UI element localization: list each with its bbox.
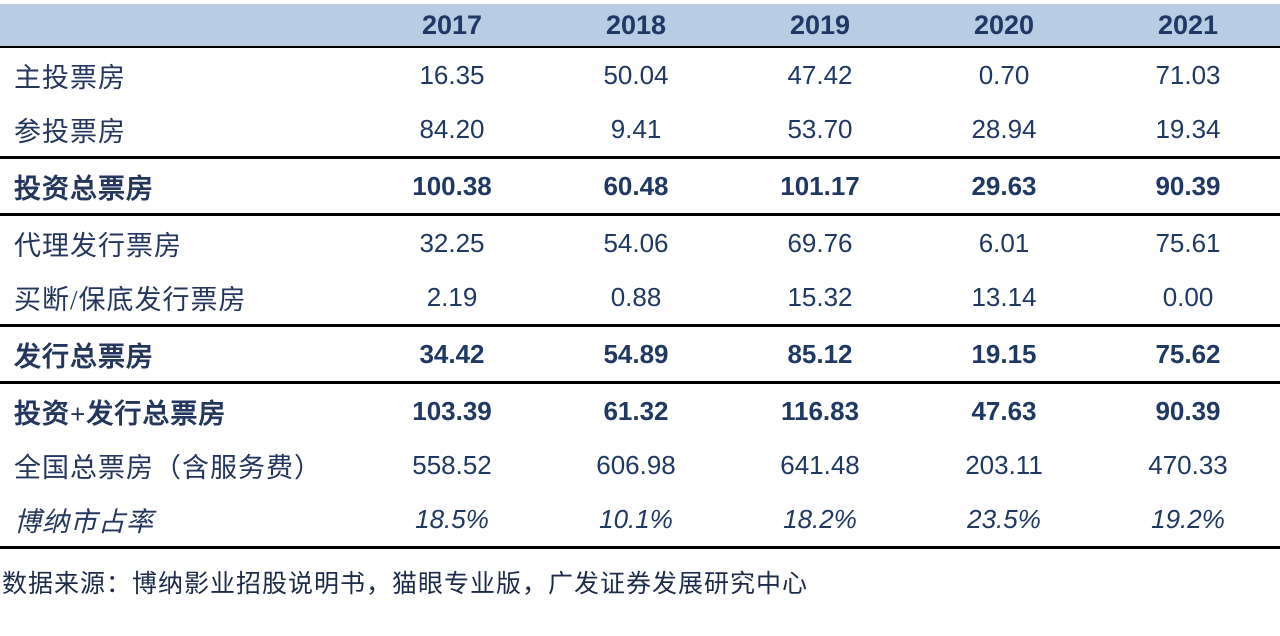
cell: 90.39 (1155, 395, 1221, 426)
cell: 641.48 (780, 449, 860, 480)
table-header: 2017 2018 2019 2020 2021 (0, 4, 1280, 48)
cell: 19.2% (1096, 492, 1280, 549)
row-label: 代理发行票房 (14, 230, 182, 261)
row-label: 投资总票房 (0, 157, 360, 216)
header-label-cell (0, 4, 360, 48)
header-row: 2017 2018 2019 2020 2021 (0, 4, 1280, 48)
cell: 85.12 (728, 325, 912, 384)
cell: 16.35 (419, 59, 485, 90)
box-office-table: 2017 2018 2019 2020 2021 主投票房 16.35 50.0… (0, 4, 1280, 549)
table-row-national-total: 全国总票房（含服务费） 558.52 606.98 641.48 203.11 … (0, 438, 1280, 492)
row-label: 投资+发行总票房 (14, 398, 227, 429)
table-row-main-invest: 主投票房 16.35 50.04 47.42 0.70 71.03 (0, 47, 1280, 102)
cell: 47.42 (787, 59, 853, 90)
cell: 60.48 (544, 157, 728, 216)
cell: 75.62 (1096, 325, 1280, 384)
table-row-co-invest: 参投票房 84.20 9.41 53.70 28.94 19.34 (0, 102, 1280, 159)
cell: 90.39 (1096, 157, 1280, 216)
row-label: 博纳市占率 (0, 492, 360, 549)
cell: 75.61 (1155, 227, 1221, 258)
cell: 606.98 (596, 449, 676, 480)
row-label: 主投票房 (14, 62, 126, 93)
header-year-2020: 2020 (912, 4, 1096, 48)
cell: 6.01 (978, 227, 1030, 258)
cell: 470.33 (1148, 449, 1228, 480)
cell: 10.1% (544, 492, 728, 549)
table-row-agency-dist: 代理发行票房 32.25 54.06 69.76 6.01 75.61 (0, 215, 1280, 271)
table-row-invest-plus-dist-total: 投资+发行总票房 103.39 61.32 116.83 47.63 90.39 (0, 383, 1280, 439)
cell: 50.04 (603, 59, 669, 90)
cell: 116.83 (780, 395, 860, 426)
cell: 47.63 (971, 395, 1037, 426)
cell: 19.15 (912, 325, 1096, 384)
cell: 54.89 (544, 325, 728, 384)
cell: 103.39 (412, 395, 492, 426)
cell: 23.5% (912, 492, 1096, 549)
header-year-2017: 2017 (360, 4, 544, 48)
row-label: 买断/保底发行票房 (0, 270, 360, 327)
table-row-bona-market-share: 博纳市占率 18.5% 10.1% 18.2% 23.5% 19.2% (0, 492, 1280, 549)
cell: 53.70 (728, 102, 912, 159)
cell: 29.63 (912, 157, 1096, 216)
cell: 19.34 (1096, 102, 1280, 159)
header-year-2018: 2018 (544, 4, 728, 48)
cell: 9.41 (544, 102, 728, 159)
cell: 0.88 (544, 270, 728, 327)
cell: 203.11 (965, 449, 1043, 480)
cell: 84.20 (360, 102, 544, 159)
cell: 13.14 (912, 270, 1096, 327)
cell: 100.38 (360, 157, 544, 216)
table-body: 主投票房 16.35 50.04 47.42 0.70 71.03 参投票房 8… (0, 47, 1280, 549)
row-label: 全国总票房（含服务费） (14, 452, 322, 483)
cell: 32.25 (419, 227, 485, 258)
table-row-buyout-dist: 买断/保底发行票房 2.19 0.88 15.32 13.14 0.00 (0, 270, 1280, 327)
table-row-dist-total: 发行总票房 34.42 54.89 85.12 19.15 75.62 (0, 325, 1280, 384)
cell: 0.00 (1096, 270, 1280, 327)
data-source-note: 数据来源：博纳影业招股说明书，猫眼专业版，广发证券发展研究中心 (2, 571, 809, 598)
cell: 18.2% (728, 492, 912, 549)
header-year-2019: 2019 (728, 4, 912, 48)
cell: 18.5% (360, 492, 544, 549)
cell: 101.17 (728, 157, 912, 216)
header-year-2021: 2021 (1096, 4, 1280, 48)
cell: 34.42 (360, 325, 544, 384)
cell: 54.06 (603, 227, 669, 258)
cell: 15.32 (728, 270, 912, 327)
cell: 61.32 (603, 395, 669, 426)
cell: 71.03 (1155, 59, 1221, 90)
cell: 558.52 (412, 449, 492, 480)
row-label: 参投票房 (0, 102, 360, 159)
cell: 28.94 (912, 102, 1096, 159)
cell: 2.19 (360, 270, 544, 327)
cell: 69.76 (787, 227, 853, 258)
cell: 0.70 (978, 59, 1030, 90)
table-row-invest-total: 投资总票房 100.38 60.48 101.17 29.63 90.39 (0, 157, 1280, 216)
row-label: 发行总票房 (0, 325, 360, 384)
